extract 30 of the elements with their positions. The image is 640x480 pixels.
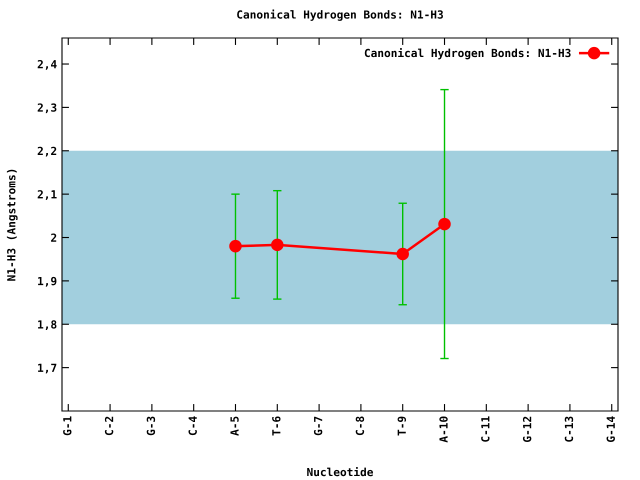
y-axis-title: N1-H3 (Angstroms) [6,170,18,281]
point [229,240,242,252]
y-tick-label: 2,4 [38,60,57,70]
x-tick-label: C-8 [356,416,364,436]
y-tick-label: 1,7 [38,364,56,374]
point [271,238,284,252]
x-tick-label: C-2 [104,416,114,436]
y-tick-label: 2 [51,233,56,242]
point [396,248,409,260]
x-tick-label: C-4 [188,416,197,436]
x-tick-label: G-7 [314,416,322,436]
x-tick-label: A-10 [439,416,448,442]
x-axis-title: Nucleotide [307,467,373,476]
point [438,218,451,230]
x-tick-label: G-12 [522,416,532,442]
x-tick-label: A-5 [230,416,239,436]
x-tick-label: T-9 [398,416,406,436]
y-tick-label: 2,2 [38,146,56,157]
y-tick-label: 2,3 [38,103,56,114]
x-tick-label: G-3 [146,416,156,436]
x-tick-label: G-1 [63,416,72,436]
y-tick-label: 2,1 [38,190,57,200]
x-tick-label: G-14 [606,416,615,442]
x-tick-label: T-6 [272,416,281,436]
y-tick-label: 1,8 [38,320,56,330]
y-tick-label: 1,9 [38,276,56,287]
x-tick-label: C-13 [564,416,574,442]
legend-label: Canonical Hydrogen Bonds: N1-H3 [364,48,571,60]
chart-title: Canonical Hydrogen Bonds: N1-H3 [237,10,443,21]
x-tick-label: C-11 [481,416,490,442]
